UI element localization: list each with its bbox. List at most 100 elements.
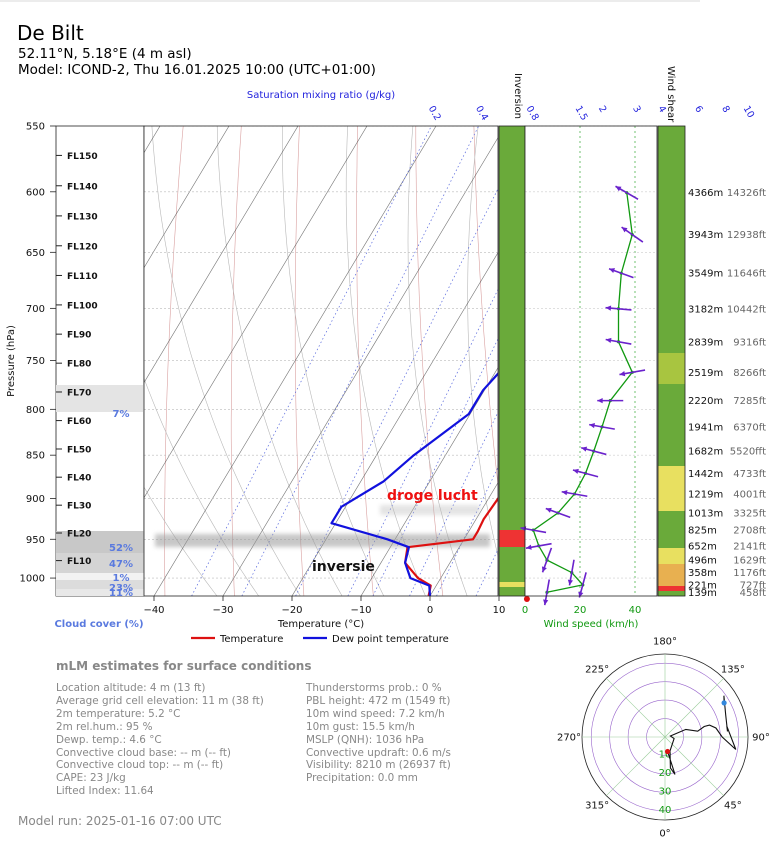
flight-level-label: FL30: [67, 502, 91, 512]
cloud-band-11: [56, 589, 144, 596]
mixing-ratio-tick: 3: [630, 104, 643, 115]
flight-level-label: FL90: [67, 331, 91, 341]
altitude-m-label: 3182m: [688, 304, 723, 315]
hodograph: 10 20 30 40 180° 225° 270° 315° 0° 45° 90° 135°: [557, 637, 770, 840]
altitude-m-label: 496m: [688, 556, 717, 567]
altitude-m-label: 3549m: [688, 269, 723, 280]
altitude-ft-label: 9316ft: [733, 337, 766, 348]
flight-level-label: FL50: [67, 445, 91, 455]
pressure-tick-label: 750: [26, 356, 45, 367]
altitude-m-label: 652m: [688, 541, 717, 552]
surface-stat-line: Dewp. temp.: 4.6 °C: [56, 733, 162, 746]
altitude-m-label: 2519m: [688, 368, 723, 379]
wind-tick-label: 0: [522, 605, 528, 616]
altitude-ft-label: 11646ft: [727, 269, 766, 280]
temperature-tick-label: −20: [281, 605, 302, 616]
cloud-cover-label: 11%: [109, 588, 133, 599]
surface-stat-line: Convective cloud top: -- m (-- ft): [56, 759, 224, 772]
hodograph-direction-label: 90°: [752, 733, 770, 744]
flight-level-label: FL70: [67, 388, 91, 398]
flight-level-label: FL140: [67, 182, 98, 192]
mixing-ratio-tick: 8: [719, 104, 732, 115]
altitude-m-label: 358m: [688, 568, 717, 579]
pressure-tick-label: 800: [26, 405, 45, 416]
altitude-ft-label: 1176ft: [733, 568, 766, 579]
wind-arrow-head: [605, 337, 612, 344]
mixing-ratio-tick: 10: [741, 104, 757, 120]
pressure-tick-label: 600: [26, 187, 45, 198]
altitude-ft-label: 3325ft: [733, 508, 766, 519]
flight-level-label: FL10: [67, 557, 91, 567]
wind-arrow-head: [567, 579, 574, 586]
wind-arrow-head: [605, 305, 612, 311]
wind-arrow-head: [619, 371, 626, 377]
hodograph-spoke: [606, 736, 666, 796]
hodograph-spoke: [664, 678, 724, 738]
surface-stat-line: 10m gust: 15.5 km/h: [306, 720, 415, 733]
mixing-ratio-line: [372, 338, 498, 596]
surface-stat-line: Visibility: 8210 m (26937 ft): [306, 759, 451, 772]
cloud-cover-panel: FL150 FL140 FL130 FL120 FL110 FL100 FL90 FL80 FL…: [55, 125, 145, 599]
surface-stat-line: Convective cloud base: -- m (-- ft): [56, 746, 231, 759]
temperature-tick-label: 10: [493, 605, 506, 616]
temperature-line: [404, 496, 498, 596]
surface-stat-line: Convective updraft: 0.6 m/s: [306, 746, 451, 759]
wind-arrow-head: [581, 446, 588, 452]
surface-stat-line: 2m rel.hum.: 95 %: [56, 720, 153, 733]
inversion-shading: [155, 534, 490, 547]
hodograph-ring-label: 10: [659, 749, 672, 760]
cloud-cover-label: 23%: [109, 583, 133, 594]
altitude-ft-label: 6370ft: [733, 422, 766, 433]
dewpoint-line: [330, 372, 498, 596]
altitude-m-label: 2220m: [688, 396, 723, 407]
hodograph-direction-label: 270°: [557, 733, 581, 744]
cloud-cover-label: 1%: [113, 573, 130, 584]
cloud-cover-label: 52%: [109, 543, 133, 554]
hodograph-direction-label: 180°: [653, 637, 677, 648]
inversion-panel: [498, 125, 526, 597]
surface-stat-line: CAPE: 23 J/kg: [56, 772, 126, 785]
wind-tick-label: 40: [629, 605, 642, 616]
flight-level-label: FL20: [67, 529, 91, 539]
altitude-m-label: 4366m: [688, 188, 723, 199]
wind-panel: 0 20 40: [520, 125, 658, 616]
altitude-ft-label: 7285ft: [733, 396, 766, 407]
hodograph-trace: [667, 695, 737, 775]
mixing-ratio-tick: 6: [692, 104, 705, 115]
isotherm: [429, 482, 498, 596]
hodograph-ring-label: 30: [659, 786, 672, 797]
altitude-ft-label: 8266ft: [733, 368, 766, 379]
mixing-ratio-title: Saturation mixing ratio (g/kg): [247, 90, 395, 101]
annotation-inversie: inversie: [312, 559, 375, 575]
altitude-m-label: 3943m: [688, 230, 723, 241]
mixing-ratio-tick: 0.2: [426, 104, 443, 123]
model-text: Model: ICOND-2, Thu 16.01.2025 10:00 (UT…: [18, 62, 376, 78]
wind-arrow-head: [572, 468, 579, 474]
flight-level-label: FL120: [67, 242, 98, 252]
flight-level-label: FL130: [67, 212, 98, 222]
altitude-ft-label: 12938ft: [727, 230, 766, 241]
cloud-cover-label: 7%: [113, 409, 130, 420]
mixing-ratio-tick: 0.4: [473, 104, 490, 123]
wind-arrow-head: [597, 398, 603, 404]
wind-frame: [524, 125, 658, 597]
mixing-ratio-tick: 2: [596, 104, 609, 115]
flight-level-label: FL110: [67, 272, 98, 282]
surface-stat-line: Precipitation: 0.0 mm: [306, 772, 418, 785]
wind-arrow-head: [609, 268, 616, 274]
surface-wind-marker: [523, 596, 530, 602]
isotherm: [153, 126, 437, 596]
pressure-tick-label: 950: [26, 535, 45, 546]
surface-stat-line: Average grid cell elevation: 11 m (38 ft…: [56, 694, 264, 707]
altitude-ft-label: 458ft: [740, 588, 766, 599]
altitude-m-label: 825m: [688, 526, 717, 537]
hodograph-ring-label: 20: [659, 768, 672, 779]
mixing-ratio-line: [295, 187, 498, 596]
wind-axis-title: Wind speed (km/h): [544, 619, 639, 630]
cloud-band-23: [56, 580, 144, 589]
wind-arrow-head: [545, 507, 552, 513]
inversion-column: [499, 126, 525, 596]
temperature-tick-label: −30: [212, 605, 233, 616]
altitude-ft-label: 10442ft: [727, 304, 766, 315]
